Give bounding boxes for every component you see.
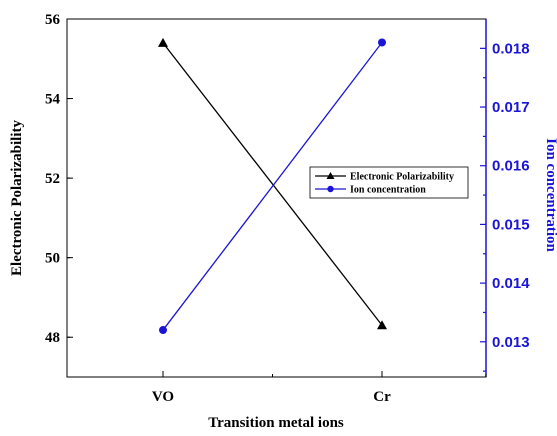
legend-marker-circle — [327, 185, 334, 193]
right-tick-label: 0.013 — [492, 334, 530, 351]
legend-marker-triangle — [326, 172, 335, 179]
x-tick-label: VO — [152, 389, 174, 405]
legend-label-electronic-polarizability: Electronic Polarizability — [350, 172, 454, 183]
left-tick-label: 54 — [45, 92, 61, 108]
left-axis-ticks: 48 50 52 54 56 — [45, 12, 73, 346]
left-tick-label: 50 — [45, 251, 60, 267]
left-tick-label: 48 — [45, 330, 60, 346]
right-tick-label: 0.017 — [492, 99, 530, 116]
x-tick-label: Cr — [373, 389, 391, 405]
y-axis-label-right: Ion concentration — [543, 138, 557, 252]
right-tick-label: 0.015 — [492, 216, 530, 233]
right-axis-ticks: 0.013 0.014 0.015 0.016 0.017 0.018 — [480, 40, 530, 372]
y-axis-label-left: Electronic Polarizability — [9, 120, 25, 276]
series-lines — [162, 42, 383, 331]
x-axis-label: Transition metal ions — [208, 415, 344, 431]
legend-box — [309, 166, 469, 199]
series-line-ion-concentration — [162, 42, 383, 331]
right-tick-label: 0.016 — [492, 158, 530, 175]
right-tick-label: 0.014 — [492, 275, 530, 292]
legend: Electronic Polarizability Ion concentrat… — [309, 166, 469, 199]
data-point-circle — [378, 38, 386, 47]
left-tick-label: 56 — [45, 12, 61, 28]
series-line-electronic-polarizability — [162, 42, 383, 326]
data-point-triangle — [158, 37, 168, 47]
x-axis-ticks: VO Cr — [66, 371, 487, 405]
left-tick-label: 52 — [45, 171, 60, 187]
legend-label-ion-concentration: Ion concentration — [350, 185, 426, 196]
series-markers — [158, 37, 387, 335]
data-point-triangle — [377, 320, 387, 330]
data-point-circle — [159, 326, 167, 335]
right-tick-label: 0.018 — [492, 40, 530, 57]
